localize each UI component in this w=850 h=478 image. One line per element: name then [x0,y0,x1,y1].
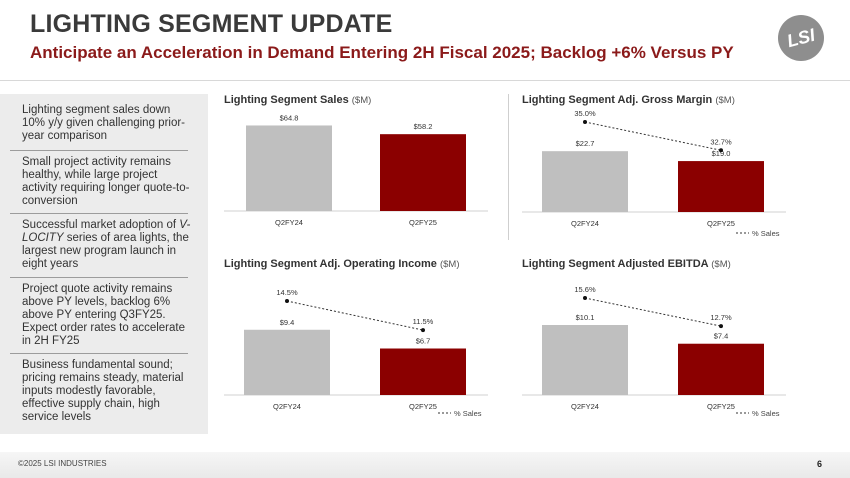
bar-value-label: $7.4 [714,332,729,341]
company-logo: LSI [778,15,824,61]
x-tick-label: Q2FY24 [571,402,599,411]
x-tick-label: Q2FY25 [707,402,735,411]
sidebar-separator [10,213,188,214]
copyright-text: ©2025 LSI INDUSTRIES [18,459,107,468]
pct-sales-label: 15.6% [574,285,596,294]
bullet-3-product-name: V-LOCITY [22,219,191,244]
sidebar-bullet-5: Business fundamental sound; pricing rema… [22,359,184,423]
bar-q2fy25 [678,161,764,212]
bar-q2fy25 [380,134,466,211]
chart-column-divider [508,94,509,240]
pct-sales-label: 32.7% [710,137,732,146]
pct-sales-label: 35.0% [574,109,596,118]
pct-sales-point [719,324,723,329]
bullet-3-text-a: Successful market adoption of [22,219,180,231]
sidebar-bullet-4: Project quote activity remains above PY … [22,283,185,347]
legend-label: % Sales [454,409,482,418]
pct-sales-point [285,299,289,303]
legend-label: % Sales [752,409,780,418]
bar-value-label: $22.7 [576,139,595,148]
page-subtitle: Anticipate an Acceleration in Demand Ent… [30,43,734,62]
pct-sales-point [719,148,723,153]
bar-value-label: $64.8 [280,113,299,122]
pct-sales-line [286,300,424,331]
bar-value-label: $58.2 [414,122,433,131]
chart-title: Lighting Segment Adj. Operating Income (… [224,258,460,270]
bar-q2fy24 [542,151,628,212]
x-tick-label: Q2FY24 [275,218,303,227]
sidebar-bullet-1: Lighting segment sales down 10% y/y give… [22,104,186,142]
bar-q2fy24 [244,329,330,395]
operating-income-chart: $9.4 Q2FY24 $6.7 Q2FY25 14.5% 11.5% % Sales [224,288,488,418]
gross-margin-chart: $22.7 Q2FY24 $19.0 Q2FY25 35.0% 32.7% % Sales [522,109,786,238]
pct-sales-point [583,296,587,300]
x-tick-label: Q2FY25 [707,219,735,228]
pct-sales-line [584,121,722,151]
pct-sales-line [584,297,722,327]
sidebar-bullet-3: Successful market adoption of V-LOCITY s… [22,219,194,271]
page-title: LIGHTING SEGMENT UPDATE [30,10,393,38]
legend-label: % Sales [752,229,780,238]
pct-sales-label: 12.7% [710,313,732,322]
bar-value-label: $6.7 [416,337,431,346]
x-tick-label: Q2FY24 [571,219,599,228]
bar-q2fy24 [246,125,332,211]
bar-q2fy25 [380,348,466,395]
bar-value-label: $9.4 [280,318,295,327]
sidebar-summary: Lighting segment sales down 10% y/y give… [0,94,208,434]
sidebar-separator [10,150,188,151]
x-tick-label: Q2FY24 [273,402,301,411]
pct-sales-label: 14.5% [276,288,298,297]
sidebar-separator [10,353,188,354]
chart-title: Lighting Segment Adjusted EBITDA ($M) [522,258,731,270]
sidebar-bullet-2: Small project activity remains healthy, … [22,156,190,207]
bar-value-label: $19.0 [712,149,731,158]
bar-value-label: $10.1 [576,313,595,322]
pct-sales-point [583,120,587,124]
sales-chart: $64.8 Q2FY24 $58.2 Q2FY25 [224,113,488,227]
pct-sales-point [421,328,425,333]
ebitda-chart: $10.1 Q2FY24 $7.4 Q2FY25 15.6% 12.7% % Sales [522,285,786,418]
chart-title: Lighting Segment Adj. Gross Margin ($M) [522,94,735,106]
x-tick-label: Q2FY25 [409,402,437,411]
bullet-3-text-b: series of area lights, the largest new p… [22,232,189,270]
sidebar-separator [10,277,188,278]
x-tick-label: Q2FY25 [409,218,437,227]
header-divider [0,80,850,81]
bar-q2fy24 [542,325,628,395]
bar-q2fy25 [678,343,764,395]
footer-bar [0,452,850,478]
pct-sales-label: 11.5% [413,317,434,326]
page-number: 6 [817,459,823,469]
chart-title: Lighting Segment Sales ($M) [224,94,372,106]
